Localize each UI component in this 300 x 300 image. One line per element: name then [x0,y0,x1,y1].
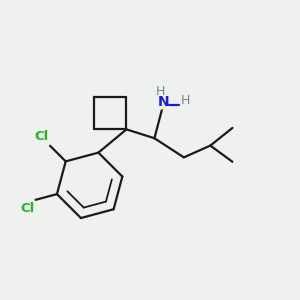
Text: Cl: Cl [20,202,34,215]
Text: H: H [156,85,165,98]
Text: H: H [180,94,190,107]
Text: Cl: Cl [34,130,49,143]
Text: N: N [158,95,169,109]
